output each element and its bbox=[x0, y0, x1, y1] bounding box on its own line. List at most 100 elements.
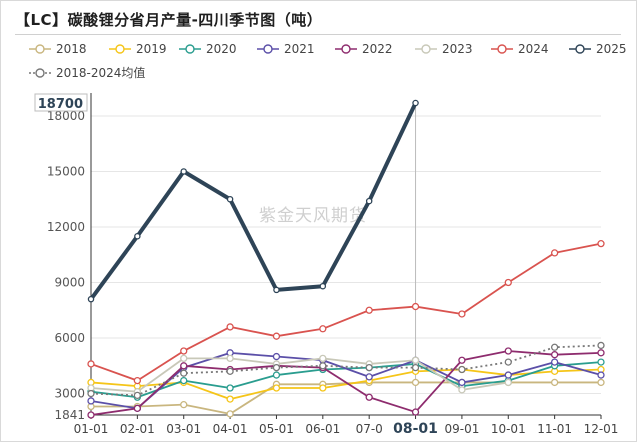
data-point bbox=[272, 332, 281, 340]
x-tick-label: 02-01 bbox=[120, 422, 155, 436]
data-point bbox=[597, 349, 605, 357]
data-point bbox=[133, 404, 142, 413]
data-point bbox=[226, 367, 234, 375]
watermark: 紫金天风期货 bbox=[259, 206, 367, 226]
y-max-label-box bbox=[34, 93, 88, 112]
data-point bbox=[319, 354, 327, 363]
data-point bbox=[597, 239, 605, 248]
data-point bbox=[180, 362, 188, 370]
legend-swatch-icon bbox=[257, 44, 279, 54]
data-point bbox=[550, 378, 559, 387]
legend-label: 2023 bbox=[442, 42, 473, 56]
x-tick-label: 12-01 bbox=[584, 422, 619, 436]
data-point bbox=[365, 197, 373, 205]
title-divider bbox=[15, 34, 621, 35]
x-tick-label: 03-01 bbox=[166, 422, 201, 436]
data-point bbox=[412, 99, 419, 107]
data-point bbox=[597, 371, 605, 379]
data-point bbox=[134, 232, 141, 240]
data-point bbox=[365, 373, 373, 381]
data-point bbox=[504, 278, 512, 287]
data-point bbox=[272, 371, 281, 379]
data-point bbox=[272, 363, 281, 372]
legend-swatch-icon bbox=[335, 44, 357, 54]
legend-item[interactable]: 2024 bbox=[491, 42, 549, 56]
data-point bbox=[319, 325, 327, 333]
x-tick-label: 08-01 bbox=[393, 421, 438, 437]
y-tick-label: 6000 bbox=[54, 331, 85, 345]
x-highlight-box bbox=[391, 420, 440, 440]
y-tick-label: 3000 bbox=[54, 387, 85, 401]
data-point bbox=[319, 282, 327, 290]
legend-item[interactable]: 2020 bbox=[179, 42, 237, 56]
legend-label: 2018 bbox=[56, 42, 87, 56]
data-point bbox=[458, 310, 466, 318]
legend-swatch-icon bbox=[179, 44, 201, 54]
data-point bbox=[226, 354, 234, 363]
chart-title: 【LC】碳酸锂分省月产量-四川季节图（吨） bbox=[15, 11, 323, 29]
series-line-2024 bbox=[90, 242, 602, 382]
data-point bbox=[458, 356, 466, 364]
legend-swatch-icon bbox=[415, 44, 437, 54]
data-point bbox=[133, 376, 142, 385]
x-tick-label: 07-0 bbox=[356, 422, 383, 436]
x-tick-label: 06-01 bbox=[305, 422, 340, 436]
data-point bbox=[458, 365, 466, 374]
data-point bbox=[411, 408, 420, 416]
data-point bbox=[272, 352, 281, 361]
y-tick-label: 9000 bbox=[54, 276, 85, 290]
x-tick-label: 04-01 bbox=[213, 422, 248, 436]
legend-item[interactable]: 2019 bbox=[109, 42, 167, 56]
data-point bbox=[550, 343, 559, 351]
data-point bbox=[180, 376, 188, 385]
legend-item[interactable]: 2021 bbox=[257, 42, 315, 56]
data-point bbox=[550, 249, 559, 257]
data-point bbox=[180, 369, 188, 377]
legend-label: 2018-2024均值 bbox=[56, 66, 146, 80]
data-point bbox=[180, 354, 188, 363]
legend-swatch-icon bbox=[491, 44, 513, 54]
data-point bbox=[550, 351, 559, 359]
data-point bbox=[458, 378, 466, 387]
data-point bbox=[550, 358, 559, 366]
data-point bbox=[180, 401, 188, 409]
legend-item[interactable]: 2018-2024均值 bbox=[29, 64, 145, 81]
x-tick-label: 10-01 bbox=[491, 422, 526, 436]
series-line-2023 bbox=[90, 357, 509, 393]
y-tick-label: 15000 bbox=[47, 164, 85, 178]
legend-item[interactable]: 2025 bbox=[569, 42, 627, 56]
data-point bbox=[411, 302, 420, 311]
x-tick-label: 05-01 bbox=[259, 422, 294, 436]
legend-label: 2019 bbox=[136, 42, 167, 56]
series-line-2022 bbox=[90, 350, 602, 416]
data-point bbox=[365, 306, 373, 314]
data-point bbox=[597, 358, 605, 366]
data-point bbox=[365, 363, 373, 372]
data-point bbox=[365, 393, 373, 401]
data-point bbox=[180, 347, 188, 355]
series-line-2025 bbox=[89, 102, 418, 301]
legend-label: 2022 bbox=[362, 42, 393, 56]
data-point bbox=[411, 363, 420, 372]
data-point bbox=[87, 389, 95, 398]
series-line-2021 bbox=[90, 351, 602, 410]
y-min-label: 1841 bbox=[54, 408, 85, 422]
legend-swatch-icon bbox=[29, 44, 51, 54]
legend-swatch-icon bbox=[569, 44, 591, 54]
legend-item[interactable]: 2022 bbox=[335, 42, 393, 56]
data-point bbox=[504, 378, 512, 387]
data-point bbox=[597, 341, 605, 350]
data-point bbox=[319, 362, 327, 370]
data-point bbox=[226, 195, 234, 203]
data-point bbox=[226, 323, 234, 331]
legend-item[interactable]: 2023 bbox=[415, 42, 473, 56]
series-line-2018-2024均值 bbox=[90, 344, 602, 397]
legend-item[interactable]: 2018 bbox=[29, 42, 87, 56]
data-point bbox=[411, 378, 420, 387]
data-point bbox=[87, 397, 95, 405]
data-point bbox=[133, 391, 142, 400]
data-point bbox=[180, 168, 187, 175]
legend-label: 2020 bbox=[206, 42, 237, 56]
